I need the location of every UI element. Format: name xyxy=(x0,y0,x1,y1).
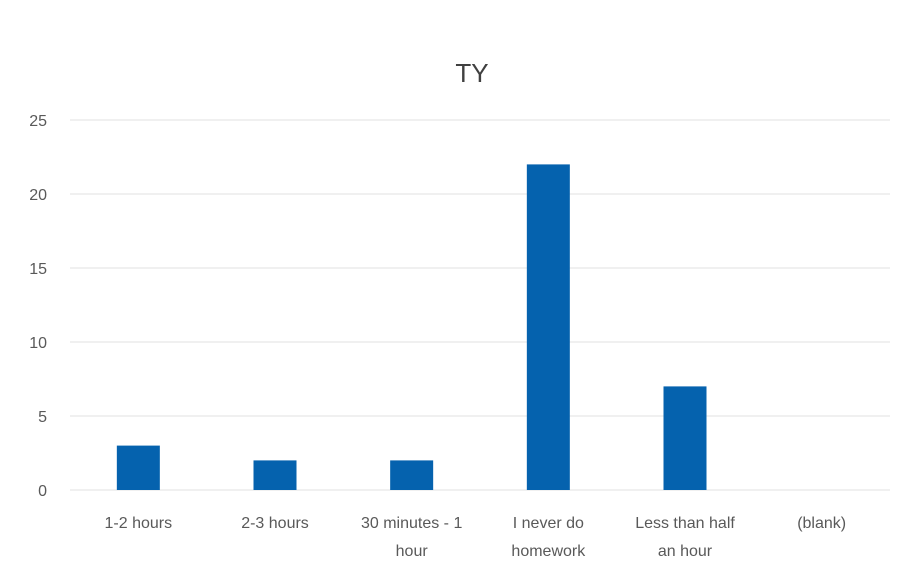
y-tick-label: 15 xyxy=(29,261,47,278)
x-category-label: I never do homework xyxy=(511,515,586,560)
bar xyxy=(253,460,297,490)
x-category-label: (blank) xyxy=(797,515,846,532)
x-axis-category-labels: 1-2 hours 2-3 hours 30 minutes - 1 hour I ne… xyxy=(105,515,847,560)
bar xyxy=(116,445,160,490)
bar xyxy=(390,460,434,490)
chart-title: TY xyxy=(455,58,488,88)
x-category-label: 1-2 hours xyxy=(105,515,173,532)
y-tick-label: 25 xyxy=(29,113,47,130)
gridlines xyxy=(70,119,890,491)
x-category-label: 2-3 hours xyxy=(241,515,309,532)
bar xyxy=(663,386,707,490)
y-tick-label: 20 xyxy=(29,187,47,204)
y-tick-label: 10 xyxy=(29,335,47,352)
y-axis-tick-labels: 0 5 10 15 20 25 xyxy=(29,113,47,500)
bars xyxy=(116,164,707,490)
y-tick-label: 0 xyxy=(38,483,47,500)
x-category-label: Less than half an hour xyxy=(635,515,735,560)
bar xyxy=(526,164,570,490)
y-tick-label: 5 xyxy=(38,409,47,426)
x-category-label: 30 minutes - 1 hour xyxy=(361,515,462,560)
